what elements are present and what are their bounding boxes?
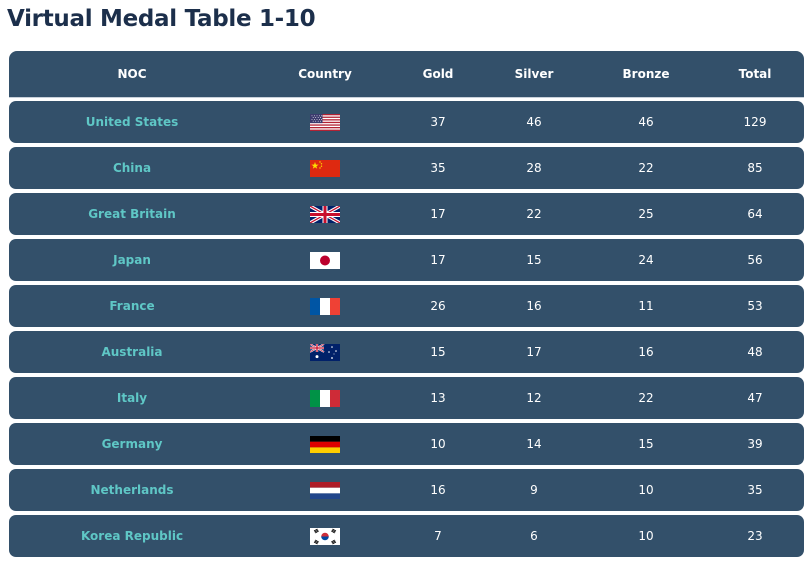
- noc-name[interactable]: Netherlands: [90, 483, 174, 497]
- total-count: 35: [747, 483, 763, 497]
- table-row: Netherlands 16 9 10 35: [9, 469, 804, 511]
- gold-count: 10: [430, 437, 446, 451]
- total-count: 23: [747, 529, 763, 543]
- noc-name[interactable]: Australia: [101, 345, 163, 359]
- silver-count: 17: [526, 345, 542, 359]
- total-count: 39: [747, 437, 763, 451]
- table-row: Korea Republic 7 6 10 23: [9, 515, 804, 557]
- header-total: Total: [738, 67, 772, 81]
- header-silver: Silver: [514, 67, 554, 81]
- country-cell: [310, 331, 340, 373]
- silver-count: 15: [526, 253, 542, 267]
- noc-name[interactable]: Great Britain: [88, 207, 176, 221]
- gold-count: 13: [430, 391, 446, 405]
- gold-count: 16: [430, 483, 446, 497]
- country-cell: [310, 515, 340, 557]
- china-flag-icon: [310, 159, 340, 177]
- noc-name[interactable]: France: [109, 299, 155, 313]
- germany-flag-icon: [310, 435, 340, 453]
- netherlands-flag-icon: [310, 481, 340, 499]
- table-row: France 26 16 11 53: [9, 285, 804, 327]
- noc-name[interactable]: Germany: [101, 437, 163, 451]
- total-count: 47: [747, 391, 763, 405]
- gold-count: 15: [430, 345, 446, 359]
- table-row: Italy 13 12 22 47: [9, 377, 804, 419]
- gold-count: 26: [430, 299, 446, 313]
- country-cell: [310, 285, 340, 327]
- header-bronze: Bronze: [622, 67, 670, 81]
- bronze-count: 16: [638, 345, 654, 359]
- silver-count: 14: [526, 437, 542, 451]
- total-count: 48: [747, 345, 763, 359]
- table-row: United States 37 46 4: [9, 101, 804, 143]
- silver-count: 6: [530, 529, 538, 543]
- bronze-count: 15: [638, 437, 654, 451]
- country-cell: [310, 377, 340, 419]
- country-cell: [310, 239, 340, 281]
- header-noc: NOC: [117, 67, 147, 81]
- korea-flag-icon: [310, 527, 340, 545]
- header-country: Country: [298, 67, 352, 81]
- table-row: China 35 28 22 85: [9, 147, 804, 189]
- silver-count: 28: [526, 161, 542, 175]
- silver-count: 46: [526, 115, 542, 129]
- noc-name[interactable]: United States: [85, 115, 179, 129]
- silver-count: 22: [526, 207, 542, 221]
- noc-name[interactable]: Italy: [116, 391, 148, 405]
- bronze-count: 10: [638, 529, 654, 543]
- gold-count: 37: [430, 115, 446, 129]
- page-title: Virtual Medal Table 1-10: [7, 6, 316, 32]
- country-cell: [310, 101, 340, 143]
- country-cell: [310, 469, 340, 511]
- total-count: 56: [747, 253, 763, 267]
- silver-count: 12: [526, 391, 542, 405]
- gold-count: 35: [430, 161, 446, 175]
- bronze-count: 22: [638, 161, 654, 175]
- gold-count: 7: [434, 529, 442, 543]
- silver-count: 9: [530, 483, 538, 497]
- table-row: Australia 15 17 16 48: [9, 331, 804, 373]
- country-cell: [310, 193, 340, 235]
- bronze-count: 10: [638, 483, 654, 497]
- bronze-count: 11: [638, 299, 654, 313]
- italy-flag-icon: [310, 389, 340, 407]
- gold-count: 17: [430, 207, 446, 221]
- table-row: Japan 17 15 24 56: [9, 239, 804, 281]
- australia-flag-icon: [310, 343, 340, 361]
- country-cell: [310, 147, 340, 189]
- gold-count: 17: [430, 253, 446, 267]
- total-count: 64: [747, 207, 763, 221]
- total-count: 85: [747, 161, 763, 175]
- silver-count: 16: [526, 299, 542, 313]
- uk-flag-icon: [310, 205, 340, 223]
- total-count: 53: [747, 299, 763, 313]
- country-cell: [310, 423, 340, 465]
- bronze-count: 25: [638, 207, 654, 221]
- noc-name[interactable]: Japan: [113, 253, 151, 267]
- total-count: 129: [743, 115, 767, 129]
- bronze-count: 22: [638, 391, 654, 405]
- noc-name[interactable]: Korea Republic: [80, 529, 184, 543]
- medal-table: NOC Country Gold Silver Bronze Total Uni…: [9, 51, 804, 561]
- noc-name[interactable]: China: [112, 161, 152, 175]
- table-row: Great Britain 17 22 25 64: [9, 193, 804, 235]
- bronze-count: 46: [638, 115, 654, 129]
- table-header: NOC Country Gold Silver Bronze Total: [9, 51, 804, 98]
- us-flag-icon: [310, 113, 340, 131]
- table-row: Germany 10 14 15 39: [9, 423, 804, 465]
- france-flag-icon: [310, 297, 340, 315]
- japan-flag-icon: [310, 251, 340, 269]
- bronze-count: 24: [638, 253, 654, 267]
- header-gold: Gold: [422, 67, 454, 81]
